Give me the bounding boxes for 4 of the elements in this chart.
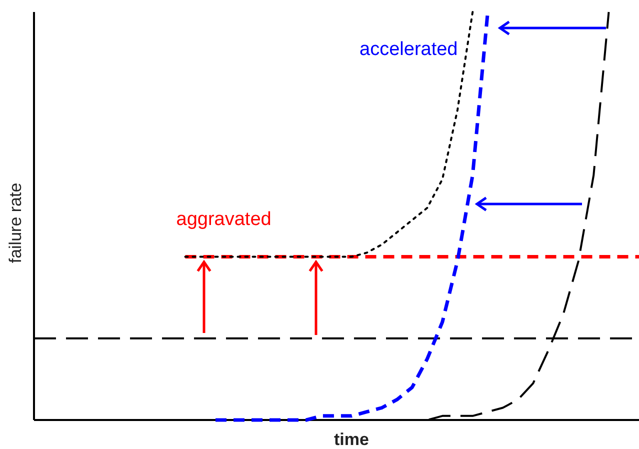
y-axis-title: failure rate	[6, 182, 25, 264]
series-label: accelerated	[360, 39, 458, 60]
series-label: aggravated	[176, 208, 272, 230]
x-axis-title: time	[334, 430, 369, 449]
